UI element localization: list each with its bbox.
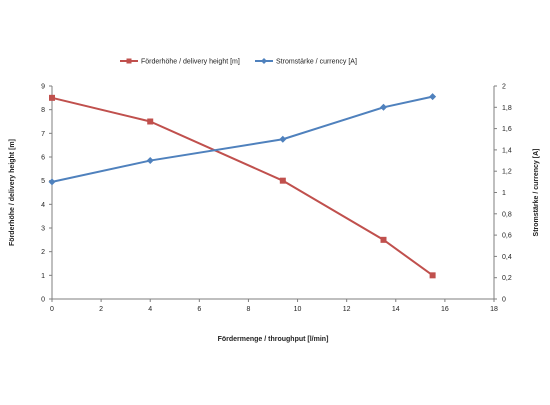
y2-tick-label: 0 bbox=[502, 297, 506, 304]
y2-tick-label: 0,4 bbox=[502, 254, 512, 261]
data-point-diamond bbox=[48, 178, 56, 186]
x-tick-label: 4 bbox=[148, 306, 152, 313]
y-tick-label: 1 bbox=[41, 273, 45, 280]
x-tick-label: 18 bbox=[490, 306, 498, 313]
data-point-diamond bbox=[429, 93, 437, 101]
legend-marker-diamond bbox=[261, 58, 267, 64]
y2-tick-label: 0,2 bbox=[502, 275, 512, 282]
x-tick-label: 0 bbox=[50, 306, 54, 313]
x-tick-label: 2 bbox=[99, 306, 103, 313]
legend-label-1: Stromstärke / currency [A] bbox=[276, 59, 357, 66]
x-tick-label: 8 bbox=[246, 306, 250, 313]
data-point-square bbox=[279, 177, 286, 184]
x-tick-label: 10 bbox=[294, 306, 302, 313]
legend-marker-square bbox=[126, 58, 132, 64]
data-point-diamond bbox=[380, 103, 387, 111]
y2-tick-label: 0,6 bbox=[502, 233, 512, 240]
data-point-diamond bbox=[279, 135, 287, 143]
y2-tick-label: 1,8 bbox=[502, 105, 512, 112]
data-point-square bbox=[429, 272, 436, 279]
y-tick-label: 6 bbox=[41, 155, 45, 162]
data-point-diamond bbox=[146, 157, 154, 165]
data-point-square bbox=[49, 94, 55, 101]
y-tick-label: 2 bbox=[41, 249, 45, 256]
axes-layer: 0 2 4 6 8 10 12 14 16 18012345678900,20,40,60,811… bbox=[9, 84, 540, 344]
data-point-square bbox=[380, 236, 387, 243]
x-tick-label: 12 bbox=[343, 306, 351, 313]
x-tick-label: 16 bbox=[441, 306, 449, 313]
y2-tick-label: 1 bbox=[502, 190, 506, 197]
y2-tick-label: 0,8 bbox=[502, 211, 512, 218]
y2-axis-title: Stromstärke / currency [A] bbox=[533, 149, 540, 237]
y-tick-label: 7 bbox=[41, 131, 45, 138]
data-point-square bbox=[147, 118, 154, 125]
series-layer bbox=[48, 93, 437, 279]
y-axis-title: Förderhöhe / delivery height [m] bbox=[9, 139, 16, 246]
y2-tick-label: 1,2 bbox=[502, 169, 512, 176]
y-tick-label: 4 bbox=[41, 202, 45, 209]
y-tick-label: 8 bbox=[41, 107, 45, 114]
x-tick-label: 6 bbox=[197, 306, 201, 313]
series-line-1 bbox=[51, 95, 433, 183]
series-line-0 bbox=[51, 96, 434, 277]
y2-tick-label: 1,4 bbox=[502, 147, 512, 154]
x-tick-label: 14 bbox=[392, 306, 400, 313]
legend: Förderhöhe / delivery height [m] Stromstä… bbox=[120, 58, 357, 66]
y-tick-label: 5 bbox=[41, 178, 45, 185]
y-tick-label: 3 bbox=[41, 226, 45, 233]
legend-label-0: Förderhöhe / delivery height [m] bbox=[141, 59, 240, 66]
y2-tick-label: 2 bbox=[502, 84, 506, 91]
y-tick-label: 9 bbox=[41, 84, 45, 91]
y-tick-label: 0 bbox=[41, 297, 45, 304]
y2-tick-label: 1,6 bbox=[502, 126, 512, 133]
x-axis-title: Fördermenge / throughput [l/min] bbox=[218, 336, 329, 343]
